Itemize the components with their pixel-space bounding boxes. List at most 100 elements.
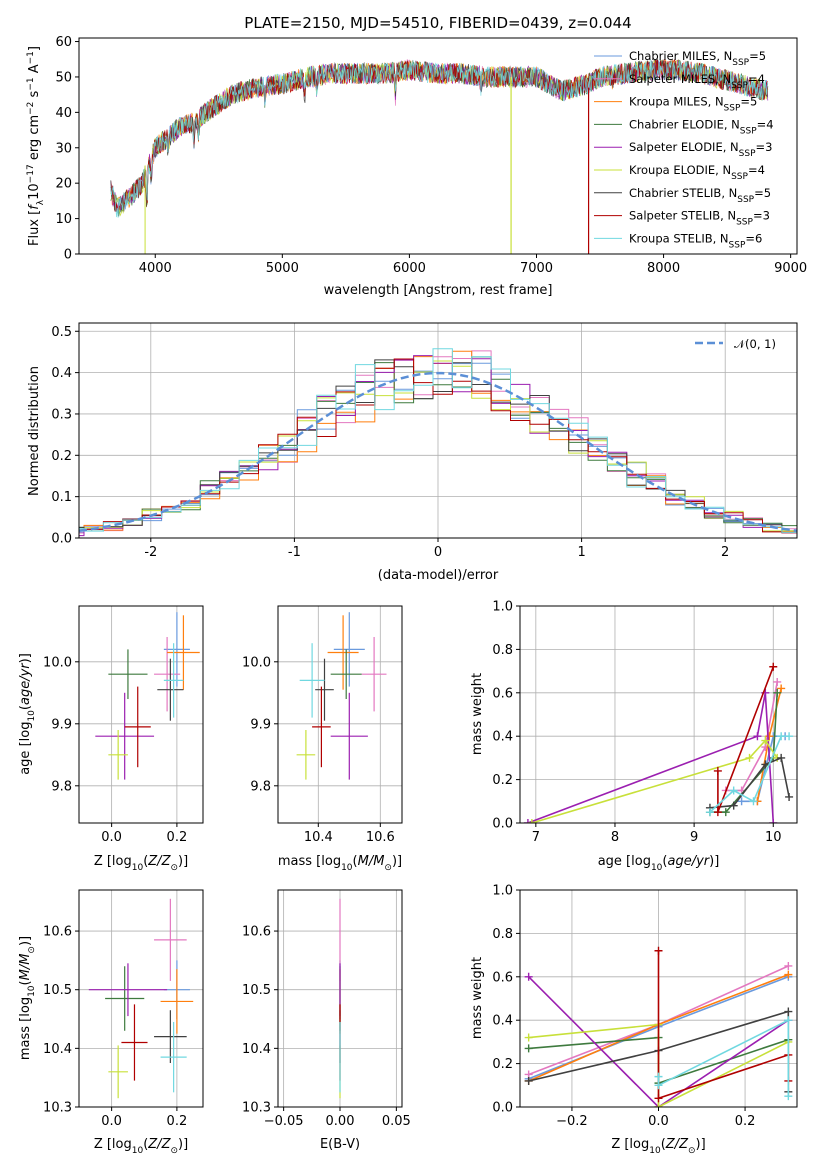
y-tick-label: 10.5 bbox=[43, 983, 72, 998]
x-tick-label: 10 bbox=[765, 830, 782, 845]
y-tick-label: 0.0 bbox=[492, 1101, 513, 1116]
x-tick-label: 0.2 bbox=[735, 1114, 756, 1129]
y-tick-label: 0.2 bbox=[492, 1057, 513, 1072]
weight-line-5 bbox=[527, 692, 775, 823]
x-tick-label: 4000 bbox=[139, 261, 172, 276]
weight-marker bbox=[773, 677, 782, 686]
weight-marker bbox=[777, 684, 786, 693]
weight-marker bbox=[524, 1033, 533, 1042]
weight-marker bbox=[785, 732, 794, 741]
legend-entry: Kroupa ELODIE, NSSP=4 bbox=[629, 163, 765, 182]
weight-marker bbox=[784, 961, 793, 970]
x-tick-label: 2 bbox=[721, 545, 729, 560]
weight-marker bbox=[524, 1076, 533, 1085]
x-tick-label: 0 bbox=[434, 545, 442, 560]
x-axis-label: Z [log10(Z/Z⊙)] bbox=[94, 1137, 188, 1156]
y-tick-label: 0.4 bbox=[492, 730, 513, 745]
y-tick-label: 0.0 bbox=[51, 532, 72, 547]
y-tick-label: 9.8 bbox=[51, 779, 72, 794]
weight-line-5 bbox=[528, 976, 789, 1107]
weight-marker bbox=[769, 662, 778, 671]
normal-curve bbox=[79, 371, 797, 533]
y-tick-label: 0.8 bbox=[492, 643, 513, 658]
y-tick-label: 0.8 bbox=[492, 927, 513, 942]
weight-marker bbox=[721, 808, 730, 817]
plot-area bbox=[523, 662, 794, 823]
weight-line-9 bbox=[657, 1018, 790, 1097]
x-tick-label: 0.05 bbox=[382, 1114, 411, 1129]
spectrum-line-9 bbox=[110, 59, 769, 218]
x-tick-label: 8000 bbox=[647, 261, 680, 276]
weight-marker bbox=[777, 753, 786, 762]
y-tick-label: 0.4 bbox=[51, 366, 72, 381]
y-tick-label: 10.3 bbox=[43, 1101, 72, 1116]
legend-entry: Kroupa STELIB, NSSP=6 bbox=[629, 231, 762, 250]
x-tick-label: −0.2 bbox=[556, 1114, 588, 1129]
weight-marker bbox=[765, 732, 774, 741]
y-tick-label: 10.3 bbox=[242, 1101, 271, 1116]
weight-marker bbox=[713, 766, 722, 775]
axes-frame bbox=[277, 605, 403, 824]
x-tick-label: 0.2 bbox=[167, 1114, 188, 1129]
x-tick-label: 7000 bbox=[520, 261, 553, 276]
weight-marker bbox=[654, 1072, 663, 1081]
ticks: 0.0 0.2 9.8 9.9 10.0 bbox=[43, 655, 187, 845]
x-axis-label: Z [log10(Z/Z⊙)] bbox=[94, 854, 188, 873]
weight-marker bbox=[784, 1016, 793, 1025]
x-tick-label: 9 bbox=[690, 830, 698, 845]
axes-frame bbox=[519, 889, 798, 1108]
chart-title: PLATE=2150, MJD=54510, FIBERID=0439, z=0… bbox=[244, 14, 631, 32]
y-tick-label: 0.2 bbox=[51, 449, 72, 464]
grid-lines bbox=[278, 606, 402, 823]
y-tick-label: 0 bbox=[64, 248, 72, 263]
weight-marker bbox=[773, 688, 782, 697]
plot-area bbox=[88, 898, 194, 1099]
x-tick-label: 0.00 bbox=[326, 1114, 355, 1129]
y-tick-label: 0.1 bbox=[51, 490, 72, 505]
y-tick-label: 1.0 bbox=[492, 884, 513, 899]
weight-marker bbox=[713, 808, 722, 817]
ticks: −0.05 0.00 0.05 10.3 10.4 10.5 10.6 bbox=[242, 925, 411, 1129]
x-axis-label: age [log10(age/yr)] bbox=[598, 854, 720, 873]
x-tick-label: −0.05 bbox=[264, 1114, 304, 1129]
weight-marker bbox=[705, 808, 714, 817]
y-axis-label: mass weight bbox=[470, 957, 485, 1039]
weight-marker bbox=[784, 1007, 793, 1016]
axes-frame bbox=[78, 322, 798, 539]
y-tick-label: 30 bbox=[55, 141, 72, 156]
weight-marker bbox=[753, 732, 762, 741]
ticks: 0.0 0.2 10.3 10.4 10.5 10.6 bbox=[43, 925, 187, 1129]
y-tick-label: 0.6 bbox=[492, 686, 513, 701]
weight-marker bbox=[784, 970, 793, 979]
y-axis-label: mass [log10(M/M⊙)] bbox=[18, 936, 37, 1060]
plot-area bbox=[95, 612, 200, 780]
y-tick-label: 40 bbox=[55, 106, 72, 121]
residuals-panel: -2 -1 0 1 2 0.0 0.1 0.2 0.3 0.4 0.5 (data-model)/er… bbox=[27, 322, 798, 583]
y-tick-label: 0.6 bbox=[492, 970, 513, 985]
legend-entry: Chabrier ELODIE, NSSP=4 bbox=[629, 117, 774, 136]
weight-marker bbox=[523, 819, 532, 823]
y-tick-label: 60 bbox=[55, 35, 72, 50]
legend-entry: Salpeter ELODIE, NSSP=3 bbox=[629, 140, 772, 159]
spectrum-panel: 4000 5000 6000 7000 8000 9000 0 10 20 30 40 50 60 PLA… bbox=[26, 14, 807, 298]
x-tick-label: -2 bbox=[144, 545, 157, 560]
y-tick-label: 9.9 bbox=[250, 717, 271, 732]
legend-entry: 𝒩(0, 1) bbox=[734, 337, 776, 351]
mass-vs-extinction-panel: −0.05 0.00 0.05 10.3 10.4 10.5 10.6 E(B-V) bbox=[242, 889, 411, 1152]
weight-marker bbox=[524, 972, 533, 981]
y-axis-label: Normed distribution bbox=[27, 366, 42, 496]
weight-marker bbox=[729, 786, 738, 795]
weight-marker bbox=[654, 946, 663, 955]
y-tick-label: 0.5 bbox=[51, 325, 72, 340]
massweight-vs-metallicity-panel: −0.2 0.0 0.2 0.0 0.2 0.4 0.6 0.8 1.0 Z [log10(Z/Z… bbox=[470, 884, 798, 1156]
x-axis-label: Z [log10(Z/Z⊙)] bbox=[611, 1137, 705, 1156]
y-tick-label: 0.3 bbox=[51, 407, 72, 422]
axes-frame bbox=[78, 889, 204, 1108]
legend: Chabrier MILES, NSSP=5 Salpeter MILES, NS… bbox=[594, 49, 774, 250]
legend-entry: Salpeter STELIB, NSSP=3 bbox=[629, 209, 770, 228]
y-tick-label: 10.5 bbox=[242, 983, 271, 998]
x-tick-label: 0.0 bbox=[101, 1114, 122, 1129]
axes-frame bbox=[519, 605, 798, 824]
mass-vs-metallicity-panel: 0.0 0.2 10.3 10.4 10.5 10.6 Z [log10(Z/Z⊙)] mas… bbox=[18, 889, 204, 1156]
